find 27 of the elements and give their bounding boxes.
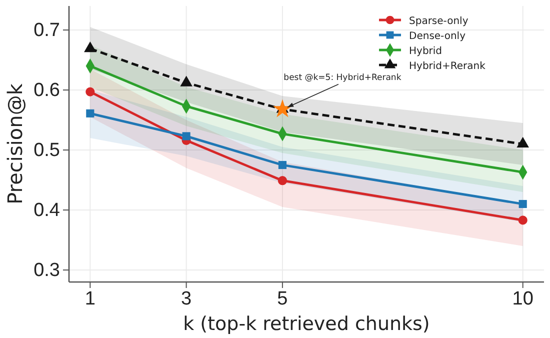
point: [273, 99, 292, 118]
point: [180, 76, 192, 86]
x-tick-label: 10: [512, 288, 534, 310]
point: [84, 42, 96, 52]
y-tick-label: 0.6: [34, 80, 60, 102]
point: [182, 132, 190, 140]
legend-label: Hybrid: [409, 46, 442, 57]
x-tick-label: 1: [84, 288, 96, 310]
x-tick-label: 3: [181, 288, 192, 310]
point: [518, 200, 527, 208]
y-tick-label: 0.5: [34, 140, 60, 162]
legend-label: Sparse-only: [409, 16, 468, 27]
point: [278, 160, 286, 170]
y-axis-title: Precision@k: [3, 83, 27, 204]
y-tick-label: 0.4: [34, 200, 60, 222]
y-tick-label: 0.7: [34, 20, 60, 42]
annotation: best @k=5: Hybrid+Rerank: [284, 73, 402, 84]
x-axis-title: k (top-k retrieved chunks): [183, 313, 430, 335]
point: [86, 109, 94, 118]
point: [516, 136, 529, 148]
legend-label: Hybrid+Rerank: [409, 61, 486, 72]
point: [278, 176, 288, 186]
x-tick-label: 5: [277, 288, 288, 310]
point: [518, 216, 528, 225]
y-tick-label: 0.3: [34, 260, 60, 282]
legend-label: Dense-only: [409, 31, 466, 42]
point: [86, 87, 95, 96]
